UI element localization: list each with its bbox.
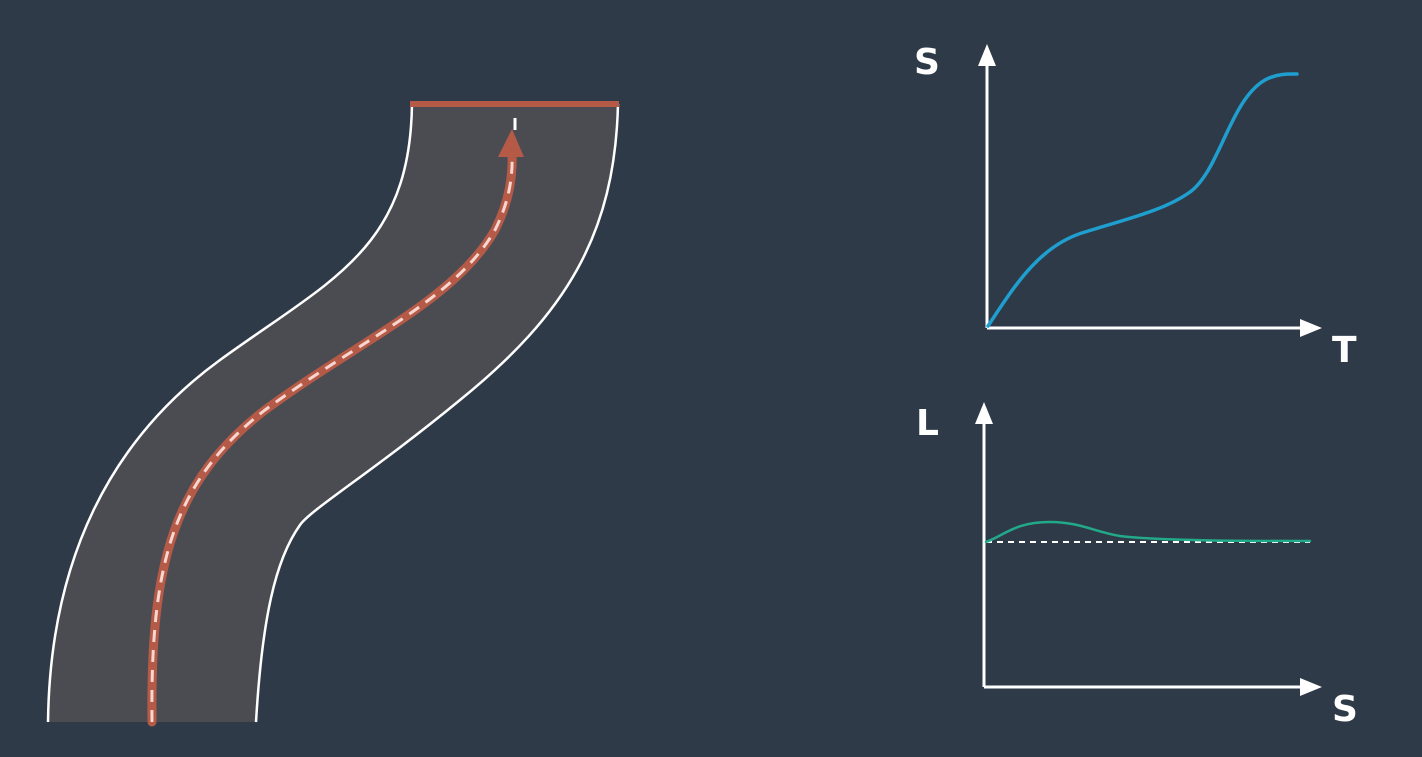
st-x-axis-arrow — [1300, 319, 1322, 337]
st-x-axis-label: T — [1332, 330, 1357, 371]
road-surface — [48, 104, 618, 722]
ls-x-axis-arrow — [1300, 678, 1322, 696]
st-y-axis-label: S — [914, 42, 940, 83]
ls-x-axis-label: S — [1332, 689, 1358, 730]
st-y-axis-arrow — [978, 44, 996, 66]
st-graph: S T — [914, 42, 1357, 371]
road-right-edge — [254, 103, 620, 723]
road-left-edge — [46, 103, 414, 723]
planned-path-dashes — [150, 149, 514, 723]
path-arrowhead — [498, 129, 524, 157]
ls-y-axis-arrow — [975, 402, 993, 424]
ls-y-axis-label: L — [916, 403, 939, 444]
ls-graph: L S — [916, 402, 1358, 730]
st-curve — [986, 72, 1299, 328]
road-illustration — [46, 101, 620, 727]
ls-curve — [984, 520, 1312, 544]
